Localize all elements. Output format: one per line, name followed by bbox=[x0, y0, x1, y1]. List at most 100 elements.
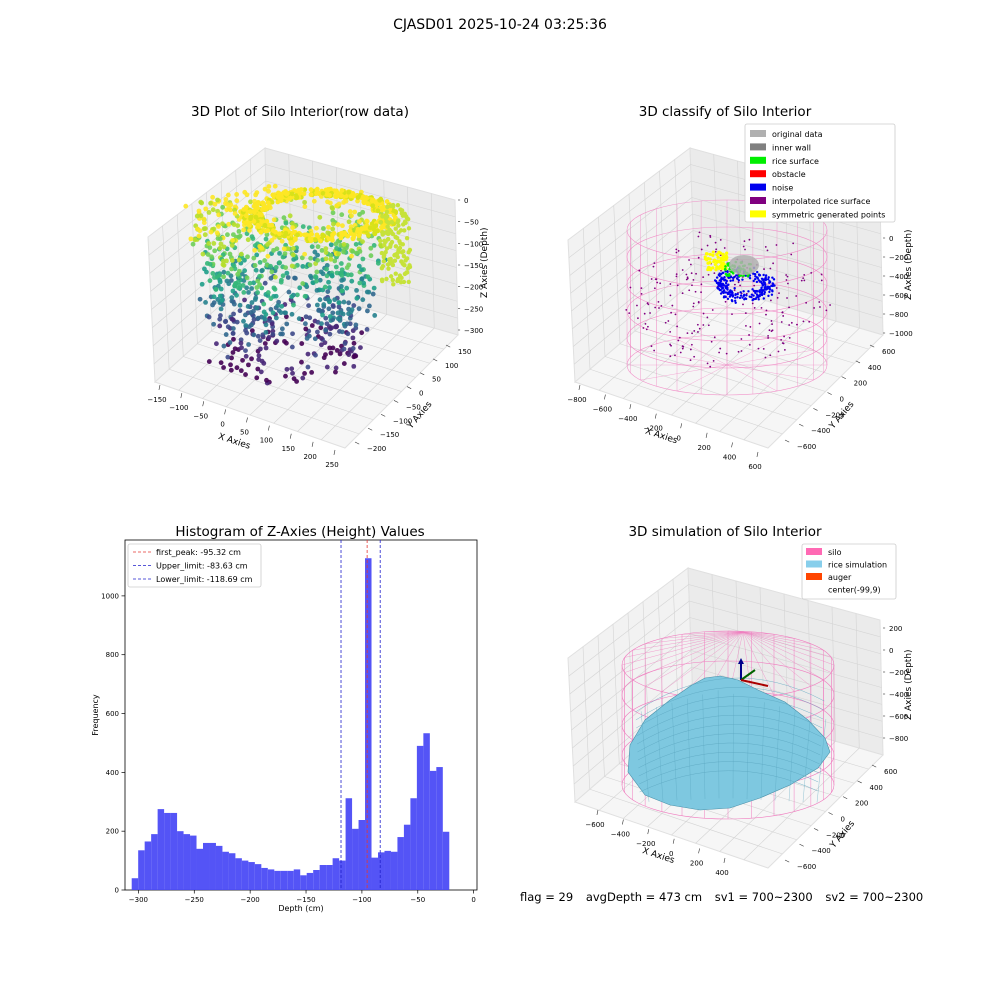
p1-point bbox=[357, 280, 363, 286]
p2-interp-point bbox=[670, 311, 673, 314]
histogram-bar bbox=[377, 852, 385, 890]
histogram-bar bbox=[254, 864, 262, 890]
p1-point bbox=[334, 270, 340, 276]
p2-noise-point bbox=[738, 296, 742, 300]
p1-point bbox=[274, 338, 280, 344]
p1-point bbox=[255, 278, 261, 284]
p1-x-tick-label: 0 bbox=[220, 420, 224, 428]
p1-point bbox=[254, 375, 260, 381]
p4-silo-roof-line bbox=[742, 631, 824, 651]
p1-point bbox=[221, 274, 227, 280]
p1-point bbox=[238, 368, 244, 374]
p1-point bbox=[245, 304, 251, 309]
p1-point bbox=[330, 206, 335, 211]
p2-interp-point bbox=[669, 331, 672, 333]
p1-point bbox=[201, 220, 207, 226]
p2-noise-point bbox=[723, 279, 726, 282]
histogram-bar bbox=[365, 558, 372, 890]
flag-value: flag = 29 bbox=[520, 890, 574, 904]
p2-noise-point bbox=[729, 289, 732, 292]
p1-point bbox=[264, 377, 269, 383]
p1-point bbox=[289, 241, 295, 247]
p1-point bbox=[216, 224, 221, 229]
p1-point bbox=[246, 342, 251, 347]
p1-point bbox=[248, 199, 253, 205]
p1-x-tick bbox=[224, 409, 226, 415]
p1-point bbox=[309, 323, 315, 328]
p1-point bbox=[393, 271, 398, 276]
p2-original-data-blob bbox=[729, 255, 759, 275]
p2-interp-point bbox=[768, 329, 771, 332]
p1-point bbox=[323, 256, 329, 262]
p1-point bbox=[360, 239, 365, 245]
p1-gridline bbox=[253, 292, 444, 350]
p2-interp-point bbox=[667, 320, 670, 322]
p1-point bbox=[228, 278, 234, 283]
p1-point bbox=[359, 330, 365, 336]
p2-interp-point bbox=[820, 273, 823, 276]
p1-point bbox=[337, 351, 343, 357]
p2-interp-point bbox=[775, 287, 778, 289]
p1-point bbox=[283, 373, 288, 379]
p1-point bbox=[308, 187, 314, 193]
p2-interp-point bbox=[640, 292, 643, 295]
p2-noise-point bbox=[733, 296, 737, 299]
p1-point bbox=[377, 197, 383, 203]
histogram-bar bbox=[138, 850, 145, 890]
p1-point bbox=[344, 245, 349, 251]
p2-interp-point bbox=[757, 347, 760, 350]
p2-interp-point bbox=[776, 296, 779, 299]
p3-legend-label: first_peak: -95.32 cm bbox=[156, 548, 241, 557]
p1-point bbox=[312, 336, 318, 342]
p1-point bbox=[235, 279, 241, 285]
p1-point bbox=[388, 274, 394, 279]
p1-point bbox=[281, 215, 287, 221]
p2-interp-point bbox=[769, 354, 772, 357]
p1-point bbox=[266, 188, 271, 194]
p2-silo-spoke bbox=[726, 364, 778, 392]
p1-point bbox=[219, 297, 225, 303]
figure-title: CJASD01 2025-10-24 03:25:36 bbox=[393, 17, 607, 33]
p2-interp-point bbox=[669, 294, 672, 297]
p2-interp-point bbox=[647, 325, 649, 328]
p1-point bbox=[373, 223, 379, 229]
p2-interp-point bbox=[681, 345, 684, 348]
p2-interp-point bbox=[658, 307, 660, 309]
p2-gridline bbox=[719, 321, 837, 432]
p1-point bbox=[336, 304, 342, 310]
p1-point bbox=[277, 250, 282, 256]
p2-symmetric-point bbox=[711, 250, 715, 254]
p1-point bbox=[338, 284, 344, 289]
p2-noise-point bbox=[722, 291, 725, 295]
p2-interp-point bbox=[713, 336, 716, 339]
p1-point bbox=[314, 287, 320, 293]
p2-noise-point bbox=[729, 279, 732, 282]
p2-interp-point bbox=[780, 321, 783, 323]
p1-point bbox=[339, 273, 345, 278]
p1-point bbox=[330, 303, 336, 308]
p1-point bbox=[353, 241, 359, 247]
p1-point bbox=[244, 192, 250, 198]
p4-x-tick-label: 400 bbox=[715, 869, 728, 877]
p4-gridline bbox=[571, 633, 691, 731]
p2-noise-point bbox=[744, 297, 748, 301]
p2-gridline bbox=[572, 230, 694, 329]
p1-point bbox=[299, 341, 305, 346]
p2-interp-point bbox=[692, 278, 695, 281]
p1-point bbox=[390, 262, 395, 267]
p1-point bbox=[349, 213, 354, 219]
p2-interp-point bbox=[709, 236, 712, 238]
p2-interp-point bbox=[785, 279, 788, 281]
p1-point bbox=[273, 264, 279, 270]
p1-point bbox=[302, 187, 308, 193]
p2-interp-point bbox=[803, 273, 806, 276]
histogram-bar bbox=[151, 834, 158, 890]
p2-y-tick bbox=[841, 376, 847, 380]
p1-point bbox=[339, 277, 345, 283]
p2-noise-point bbox=[741, 296, 744, 299]
histogram-bar bbox=[280, 870, 288, 890]
auger-z-arrowhead bbox=[738, 658, 744, 664]
p2-interp-point bbox=[678, 336, 681, 339]
p4-legend-swatch bbox=[806, 573, 822, 580]
p4-silo-roof-line bbox=[645, 631, 744, 645]
